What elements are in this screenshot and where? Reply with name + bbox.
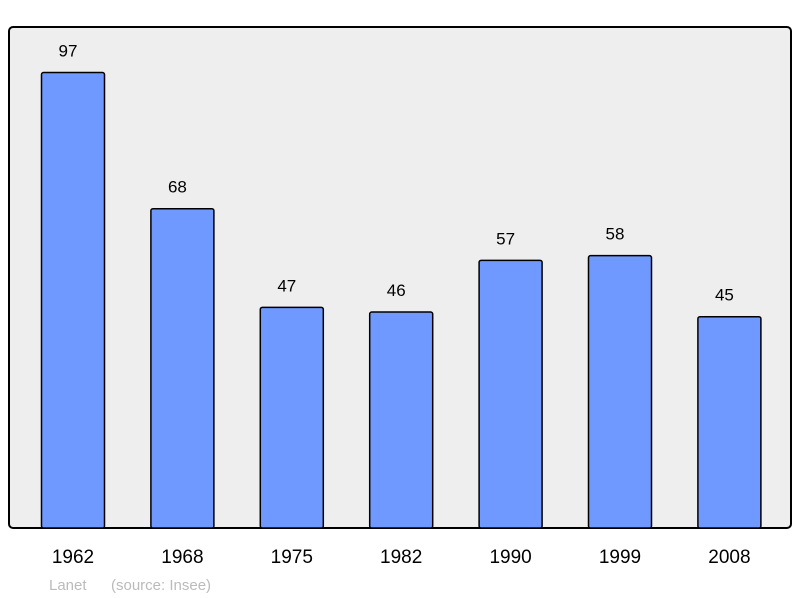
x-tick-label-1999: 1999 — [599, 547, 641, 568]
bar-1999 — [587, 254, 653, 529]
bar-1982 — [368, 311, 434, 529]
x-tick-label-2008: 2008 — [708, 547, 750, 568]
x-tick-label-1962: 1962 — [52, 547, 94, 568]
bar-1962 — [40, 71, 106, 529]
x-tick-label-1990: 1990 — [489, 547, 531, 568]
bar-2008 — [697, 315, 762, 529]
x-tick-label-1975: 1975 — [271, 547, 313, 568]
data-label-1999: 58 — [606, 225, 625, 244]
data-label-2008: 45 — [715, 286, 734, 305]
footer-source: (source: Insee) — [111, 577, 211, 594]
footer-place: Lanet — [49, 577, 87, 594]
data-label-1982: 46 — [387, 281, 406, 300]
bar-1968 — [150, 207, 215, 529]
data-label-1962: 97 — [59, 42, 78, 61]
bar-1990 — [478, 259, 543, 529]
data-label-1975: 47 — [277, 276, 296, 295]
x-tick-label-1982: 1982 — [380, 547, 422, 568]
data-label-1968: 68 — [168, 178, 187, 197]
bar-1975 — [259, 306, 325, 529]
x-tick-label-1968: 1968 — [161, 547, 203, 568]
data-label-1990: 57 — [496, 229, 515, 248]
